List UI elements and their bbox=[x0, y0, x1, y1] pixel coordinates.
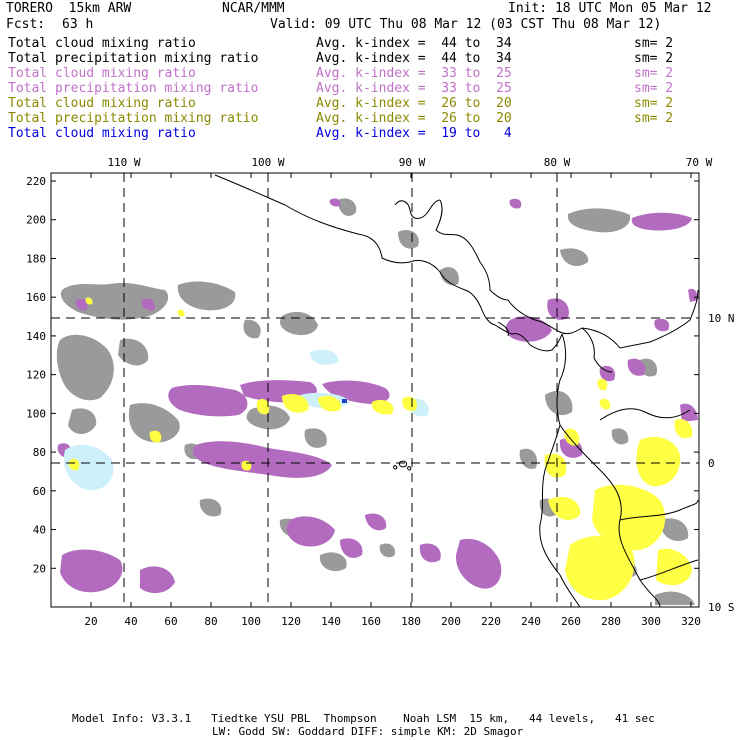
legend-field: Total cloud mixing ratio bbox=[8, 96, 196, 111]
legend-kindex: Avg. k-index = 44 to 34 bbox=[316, 51, 512, 66]
legend-field: Total precipitation mixing ratio bbox=[8, 111, 259, 126]
grid-x-label: 60 bbox=[164, 615, 177, 628]
magenta-cloud-regions bbox=[57, 198, 698, 594]
grid-x-label: 220 bbox=[481, 615, 501, 628]
grid-x-label: 180 bbox=[401, 615, 421, 628]
grid-y-label: 140 bbox=[26, 330, 46, 343]
longitude-label: 100 W bbox=[251, 156, 284, 169]
legend-row: Total cloud mixing ratio Avg. k-index = 3… bbox=[8, 66, 728, 81]
legend-row: Total cloud mixing ratio Avg. k-index = 4… bbox=[8, 36, 728, 51]
forecast-label: Fcst: bbox=[6, 17, 46, 32]
legend-field: Total cloud mixing ratio bbox=[8, 66, 196, 81]
grid-y-label: 40 bbox=[33, 524, 46, 537]
forecast-hour: 63 h bbox=[62, 17, 94, 32]
longitude-label: 110 W bbox=[107, 156, 140, 169]
longitude-label: 80 W bbox=[544, 156, 571, 169]
grid-x-label: 40 bbox=[124, 615, 137, 628]
legend-row: Total cloud mixing ratio Avg. k-index = 2… bbox=[8, 96, 728, 111]
coastlines bbox=[214, 174, 699, 607]
org-label: NCAR/MMM bbox=[222, 1, 285, 16]
grid-y-label: 80 bbox=[33, 446, 46, 459]
legend-field: Total cloud mixing ratio bbox=[8, 126, 196, 141]
valid-time: Valid: 09 UTC Thu 08 Mar 12 (03 CST Thu … bbox=[270, 17, 662, 32]
legend-kindex: Avg. k-index = 19 to 4 bbox=[316, 126, 512, 141]
grid-y-label: 60 bbox=[33, 485, 46, 498]
legend-kindex: Avg. k-index = 44 to 34 bbox=[316, 36, 512, 51]
legend-row: Total precipitation mixing ratio Avg. k-i… bbox=[8, 81, 728, 96]
grid-y-label: 100 bbox=[26, 407, 46, 420]
axis-ticks bbox=[51, 173, 699, 607]
legend-smoothing: sm= 2 bbox=[634, 66, 674, 81]
legend-row: Total precipitation mixing ratio Avg. k-i… bbox=[8, 111, 728, 126]
longitude-label: 90 W bbox=[399, 156, 426, 169]
legend-field: Total precipitation mixing ratio bbox=[8, 51, 259, 66]
grid-x-label: 100 bbox=[241, 615, 261, 628]
grid-x-label: 140 bbox=[321, 615, 341, 628]
map-frame bbox=[50, 172, 700, 608]
latitude-label: 10 N bbox=[708, 312, 735, 325]
init-time: Init: 18 UTC Mon 05 Mar 12 bbox=[508, 1, 712, 16]
latitude-label: 0 bbox=[708, 457, 715, 470]
grid-y-label: 220 bbox=[26, 175, 46, 188]
grid-x-label: 260 bbox=[561, 615, 581, 628]
legend-smoothing: sm= 2 bbox=[634, 51, 674, 66]
legend-field: Total cloud mixing ratio bbox=[8, 36, 196, 51]
legend-smoothing: sm= 2 bbox=[634, 96, 674, 111]
grid-y-label: 120 bbox=[26, 369, 46, 382]
legend-kindex: Avg. k-index = 33 to 25 bbox=[316, 81, 512, 96]
model-title: TORERO 15km ARW bbox=[6, 1, 132, 16]
grid-x-label: 80 bbox=[204, 615, 217, 628]
legend-row: Total precipitation mixing ratio Avg. k-i… bbox=[8, 51, 728, 66]
grid-x-label: 240 bbox=[521, 615, 541, 628]
legend-smoothing: sm= 2 bbox=[634, 81, 674, 96]
grid-y-label: 200 bbox=[26, 214, 46, 227]
legend-kindex: Avg. k-index = 26 to 20 bbox=[316, 111, 512, 126]
footer-model-info: Model Info: V3.3.1 Tiedtke YSU PBL Thomp… bbox=[72, 712, 655, 725]
grid-y-label: 180 bbox=[26, 252, 46, 265]
grid-y-label: 160 bbox=[26, 291, 46, 304]
yellow-cloud-regions bbox=[68, 297, 693, 601]
longitude-label: 70 W bbox=[686, 156, 713, 169]
grid-x-label: 320 bbox=[681, 615, 701, 628]
grid-x-label: 120 bbox=[281, 615, 301, 628]
gray-cloud-regions bbox=[56, 198, 695, 605]
grid-x-label: 200 bbox=[441, 615, 461, 628]
legend-kindex: Avg. k-index = 26 to 20 bbox=[316, 96, 512, 111]
legend-smoothing: sm= 2 bbox=[634, 111, 674, 126]
grid-x-label: 300 bbox=[641, 615, 661, 628]
grid-x-label: 20 bbox=[84, 615, 97, 628]
legend-smoothing: sm= 2 bbox=[634, 36, 674, 51]
grid-x-label: 280 bbox=[601, 615, 621, 628]
legend-row: Total cloud mixing ratio Avg. k-index = 1… bbox=[8, 126, 728, 141]
legend-field: Total precipitation mixing ratio bbox=[8, 81, 259, 96]
grid-x-label: 160 bbox=[361, 615, 381, 628]
graticule bbox=[51, 173, 699, 607]
footer-physics-info: LW: Godd SW: Goddard DIFF: simple KM: 2D… bbox=[212, 725, 524, 738]
grid-y-label: 20 bbox=[33, 562, 46, 575]
blue-cloud-spot bbox=[342, 399, 347, 403]
legend-kindex: Avg. k-index = 33 to 25 bbox=[316, 66, 512, 81]
latitude-label: 10 S bbox=[708, 601, 735, 614]
cloud-fields bbox=[56, 198, 698, 605]
axis-labels: 110 W 100 W 90 W 80 W 70 W 10 N 0 10 S 220 200 180… bbox=[26, 156, 734, 628]
